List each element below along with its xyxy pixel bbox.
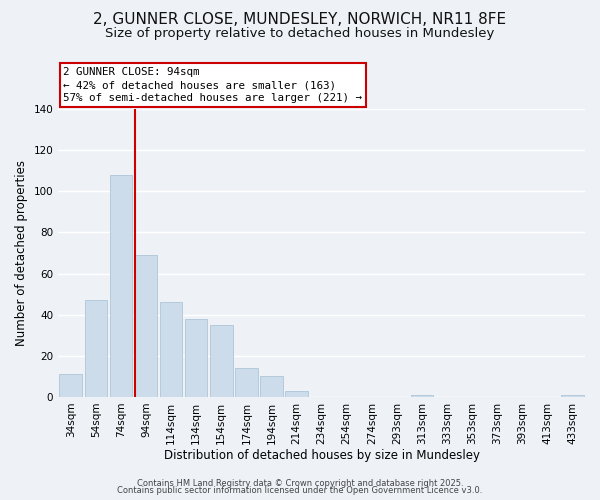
Bar: [410, 395, 433, 397]
Text: Contains public sector information licensed under the Open Government Licence v3: Contains public sector information licen…: [118, 486, 482, 495]
Text: 2, GUNNER CLOSE, MUNDESLEY, NORWICH, NR11 8FE: 2, GUNNER CLOSE, MUNDESLEY, NORWICH, NR1…: [94, 12, 506, 28]
Bar: [210, 325, 233, 397]
Bar: [235, 368, 257, 397]
Bar: [260, 376, 283, 397]
Bar: [59, 374, 82, 397]
Bar: [134, 255, 157, 397]
Bar: [110, 175, 132, 397]
X-axis label: Distribution of detached houses by size in Mundesley: Distribution of detached houses by size …: [164, 450, 479, 462]
Bar: [85, 300, 107, 397]
Y-axis label: Number of detached properties: Number of detached properties: [15, 160, 28, 346]
Text: Size of property relative to detached houses in Mundesley: Size of property relative to detached ho…: [106, 28, 494, 40]
Bar: [285, 391, 308, 397]
Bar: [185, 319, 208, 397]
Text: Contains HM Land Registry data © Crown copyright and database right 2025.: Contains HM Land Registry data © Crown c…: [137, 478, 463, 488]
Bar: [160, 302, 182, 397]
Bar: [561, 395, 584, 397]
Text: 2 GUNNER CLOSE: 94sqm
← 42% of detached houses are smaller (163)
57% of semi-det: 2 GUNNER CLOSE: 94sqm ← 42% of detached …: [64, 67, 362, 104]
